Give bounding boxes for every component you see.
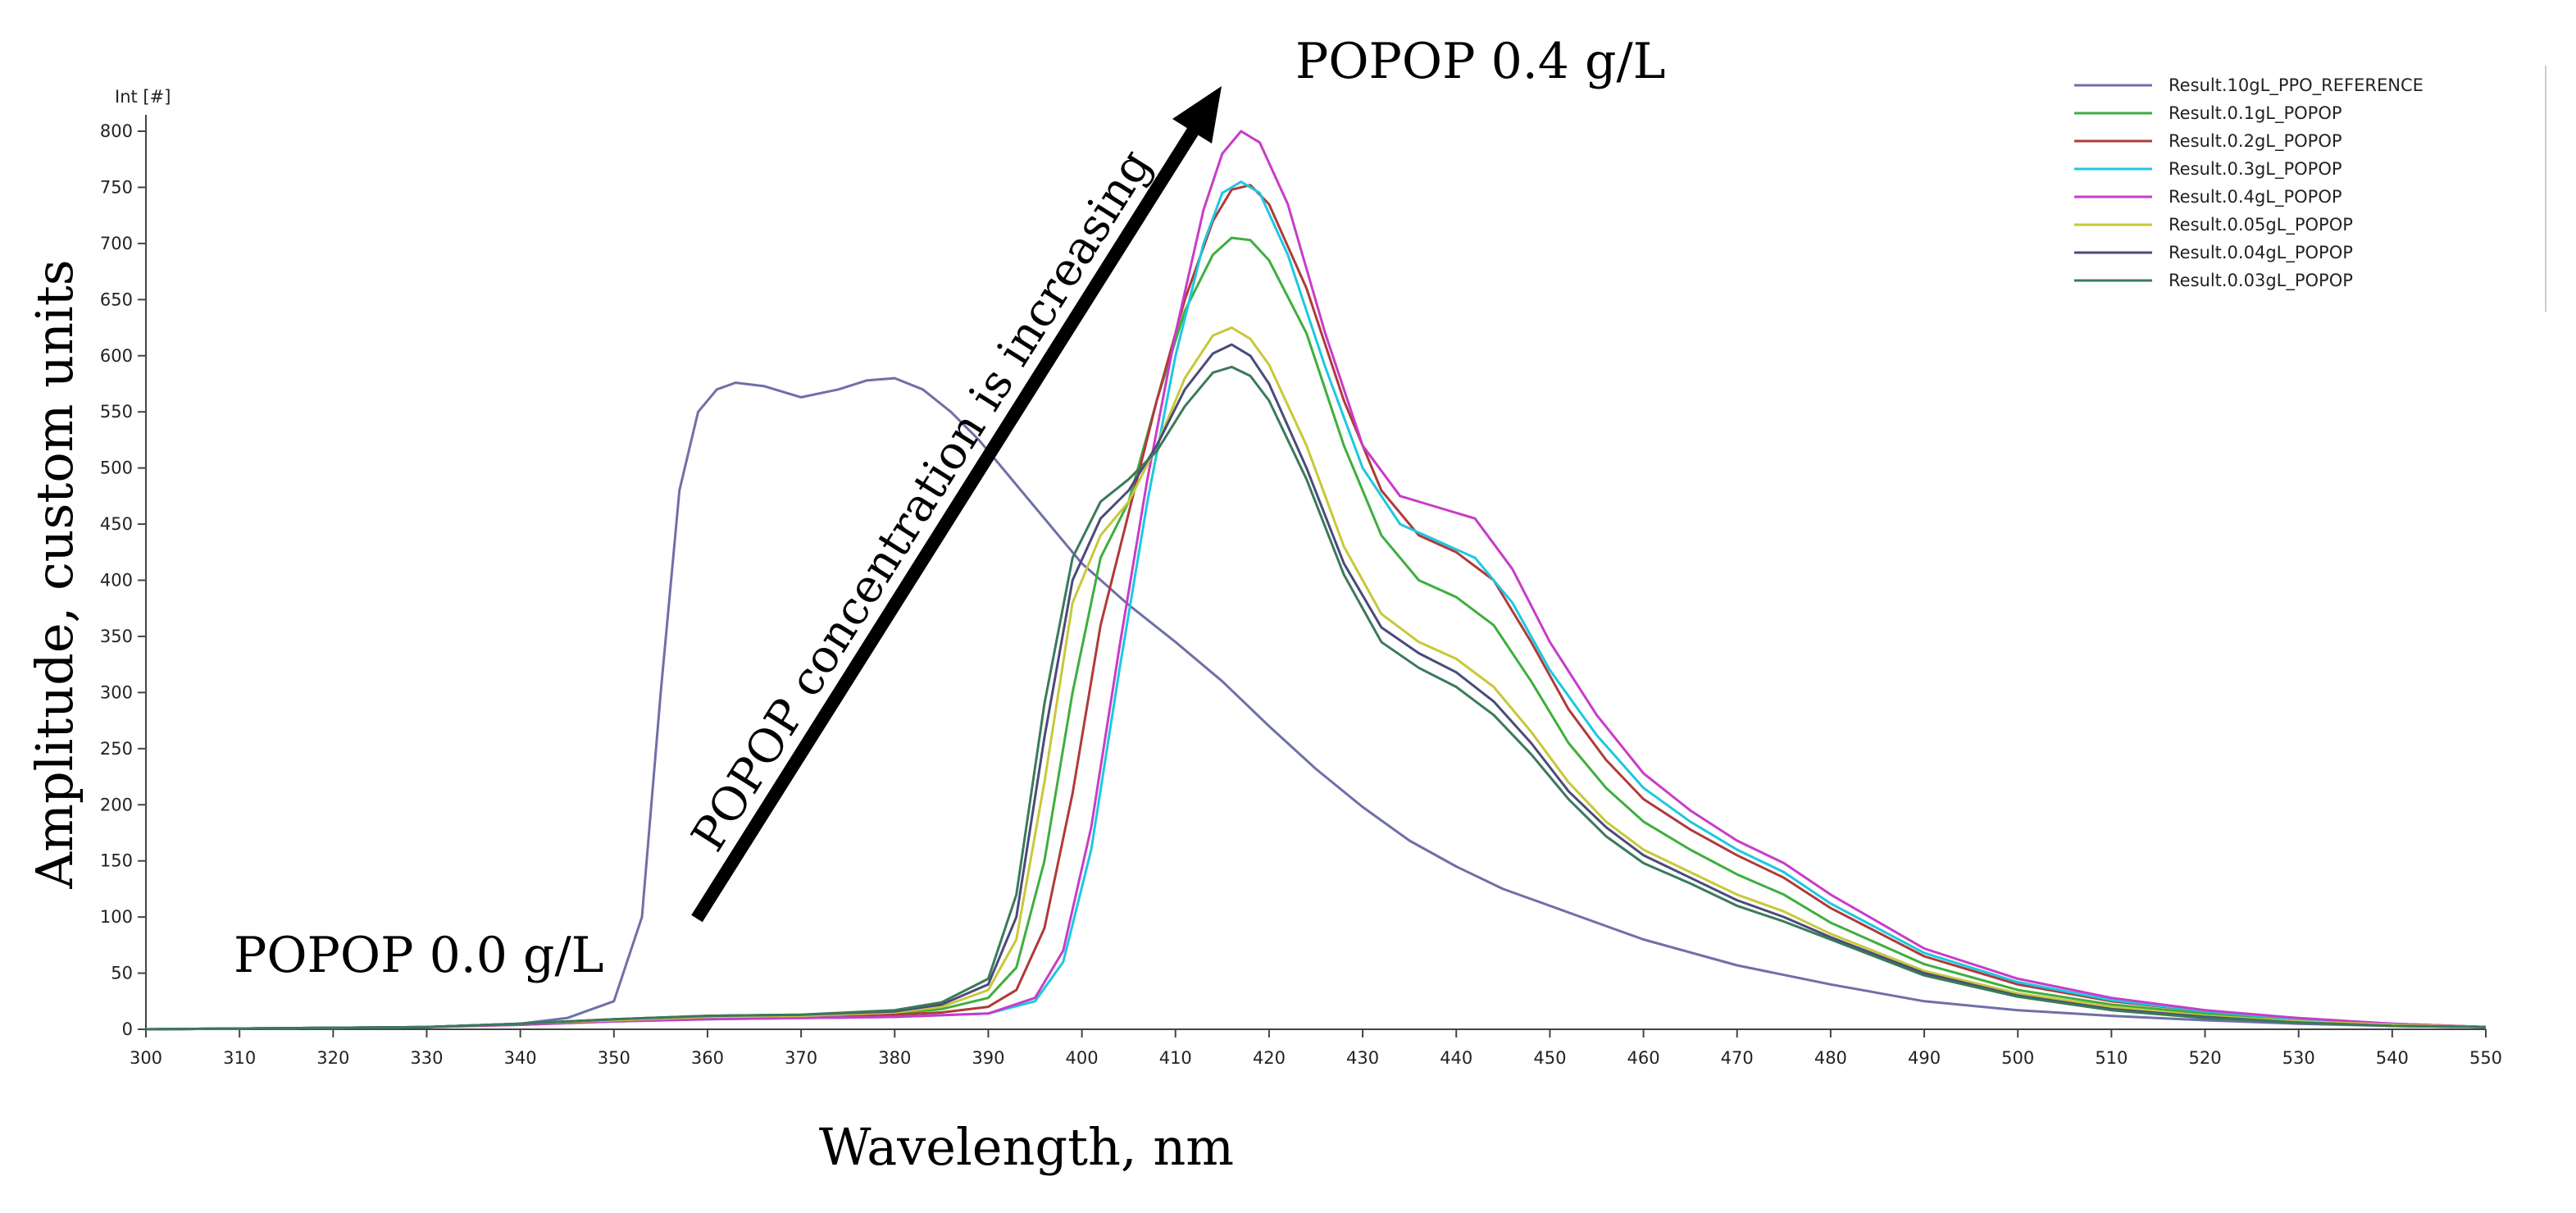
x-tick-label: 350 [598, 1048, 630, 1068]
y-tick-label: 750 [100, 177, 133, 197]
series-lines [145, 130, 2487, 1031]
y-tick-label: 400 [100, 571, 133, 591]
y-tick-label: 500 [100, 458, 133, 478]
series-line-3 [145, 184, 2487, 1031]
x-tick-label: 480 [1814, 1048, 1847, 1068]
y-axis-ticks: 0 50 100 150 200 250 300 350 400 450 500 550 600 650 7… [100, 121, 146, 1039]
x-tick-label: 530 [2282, 1048, 2315, 1068]
series-line-1 [145, 376, 2487, 1031]
series-line-7 [145, 343, 2487, 1031]
x-tick-label: 450 [1533, 1048, 1566, 1068]
series-line-2 [145, 236, 2487, 1031]
x-tick-label: 310 [223, 1048, 256, 1068]
legend-label: Result.0.3gL_POPOP [2169, 159, 2342, 180]
x-tick-label: 440 [1440, 1048, 1472, 1068]
x-tick-label: 360 [691, 1048, 724, 1068]
legend: Result.10gL_PPO_REFERENCE Result.0.1gL_PO… [2074, 66, 2546, 312]
x-tick-label: 370 [785, 1048, 817, 1068]
x-tick-label: 470 [1721, 1048, 1754, 1068]
y-tick-label: 50 [111, 964, 133, 983]
x-tick-label: 430 [1346, 1048, 1379, 1068]
series-line-5 [145, 130, 2487, 1031]
concentration-arrow-shaft [691, 127, 1199, 923]
y-tick-label: 200 [100, 795, 133, 814]
legend-label: Result.0.05gL_POPOP [2169, 215, 2353, 235]
x-tick-label: 410 [1159, 1048, 1192, 1068]
x-tick-label: 400 [1066, 1048, 1099, 1068]
y-tick-label: 550 [100, 402, 133, 422]
legend-label: Result.10gL_PPO_REFERENCE [2169, 75, 2424, 96]
y-tick-label: 600 [100, 346, 133, 366]
x-tick-label: 420 [1253, 1048, 1286, 1068]
y-unit-label: Int [#] [115, 87, 171, 107]
legend-label: Result.0.1gL_POPOP [2169, 103, 2342, 124]
x-tick-label: 340 [504, 1048, 537, 1068]
x-tick-label: 490 [1908, 1048, 1941, 1068]
concentration-arrow-head [1172, 86, 1222, 144]
legend-label: Result.0.4gL_POPOP [2169, 187, 2342, 207]
x-tick-label: 550 [2469, 1048, 2502, 1068]
x-axis-title: Wavelength, nm [819, 1117, 1234, 1177]
x-tick-label: 330 [410, 1048, 443, 1068]
y-axis-title: Amplitude, custom units [25, 259, 84, 889]
y-tick-label: 800 [100, 121, 133, 141]
x-axis-ticks: 300 310 320 330 340 350 360 370 380 390 400 410 420 4… [130, 1029, 2502, 1068]
y-tick-label: 350 [100, 627, 133, 646]
concentration-arrow-label: POPOP concentration is increasing [681, 140, 1162, 860]
annotation-bottom: POPOP 0.0 g/L [234, 927, 604, 984]
y-tick-label: 700 [100, 234, 133, 253]
x-tick-label: 300 [130, 1048, 162, 1068]
legend-label: Result.0.04gL_POPOP [2169, 243, 2353, 263]
x-tick-label: 460 [1627, 1048, 1660, 1068]
legend-label: Result.0.03gL_POPOP [2169, 271, 2353, 291]
x-tick-label: 390 [972, 1048, 1004, 1068]
x-tick-label: 510 [2095, 1048, 2128, 1068]
axes [145, 115, 2486, 1030]
annotation-top: POPOP 0.4 g/L [1295, 33, 1666, 90]
series-line-4 [145, 180, 2487, 1031]
y-tick-label: 0 [122, 1019, 133, 1039]
y-tick-label: 250 [100, 739, 133, 759]
x-tick-label: 500 [2001, 1048, 2034, 1068]
series-line-6 [145, 326, 2487, 1031]
y-tick-label: 100 [100, 907, 133, 927]
legend-label: Result.0.2gL_POPOP [2169, 131, 2342, 152]
x-tick-label: 540 [2376, 1048, 2409, 1068]
y-tick-label: 150 [100, 851, 133, 871]
y-tick-label: 450 [100, 514, 133, 534]
x-tick-label: 380 [878, 1048, 911, 1068]
x-tick-label: 520 [2188, 1048, 2221, 1068]
series-line-8 [145, 365, 2487, 1031]
y-tick-label: 650 [100, 290, 133, 309]
y-tick-label: 300 [100, 682, 133, 702]
x-tick-label: 320 [316, 1048, 349, 1068]
